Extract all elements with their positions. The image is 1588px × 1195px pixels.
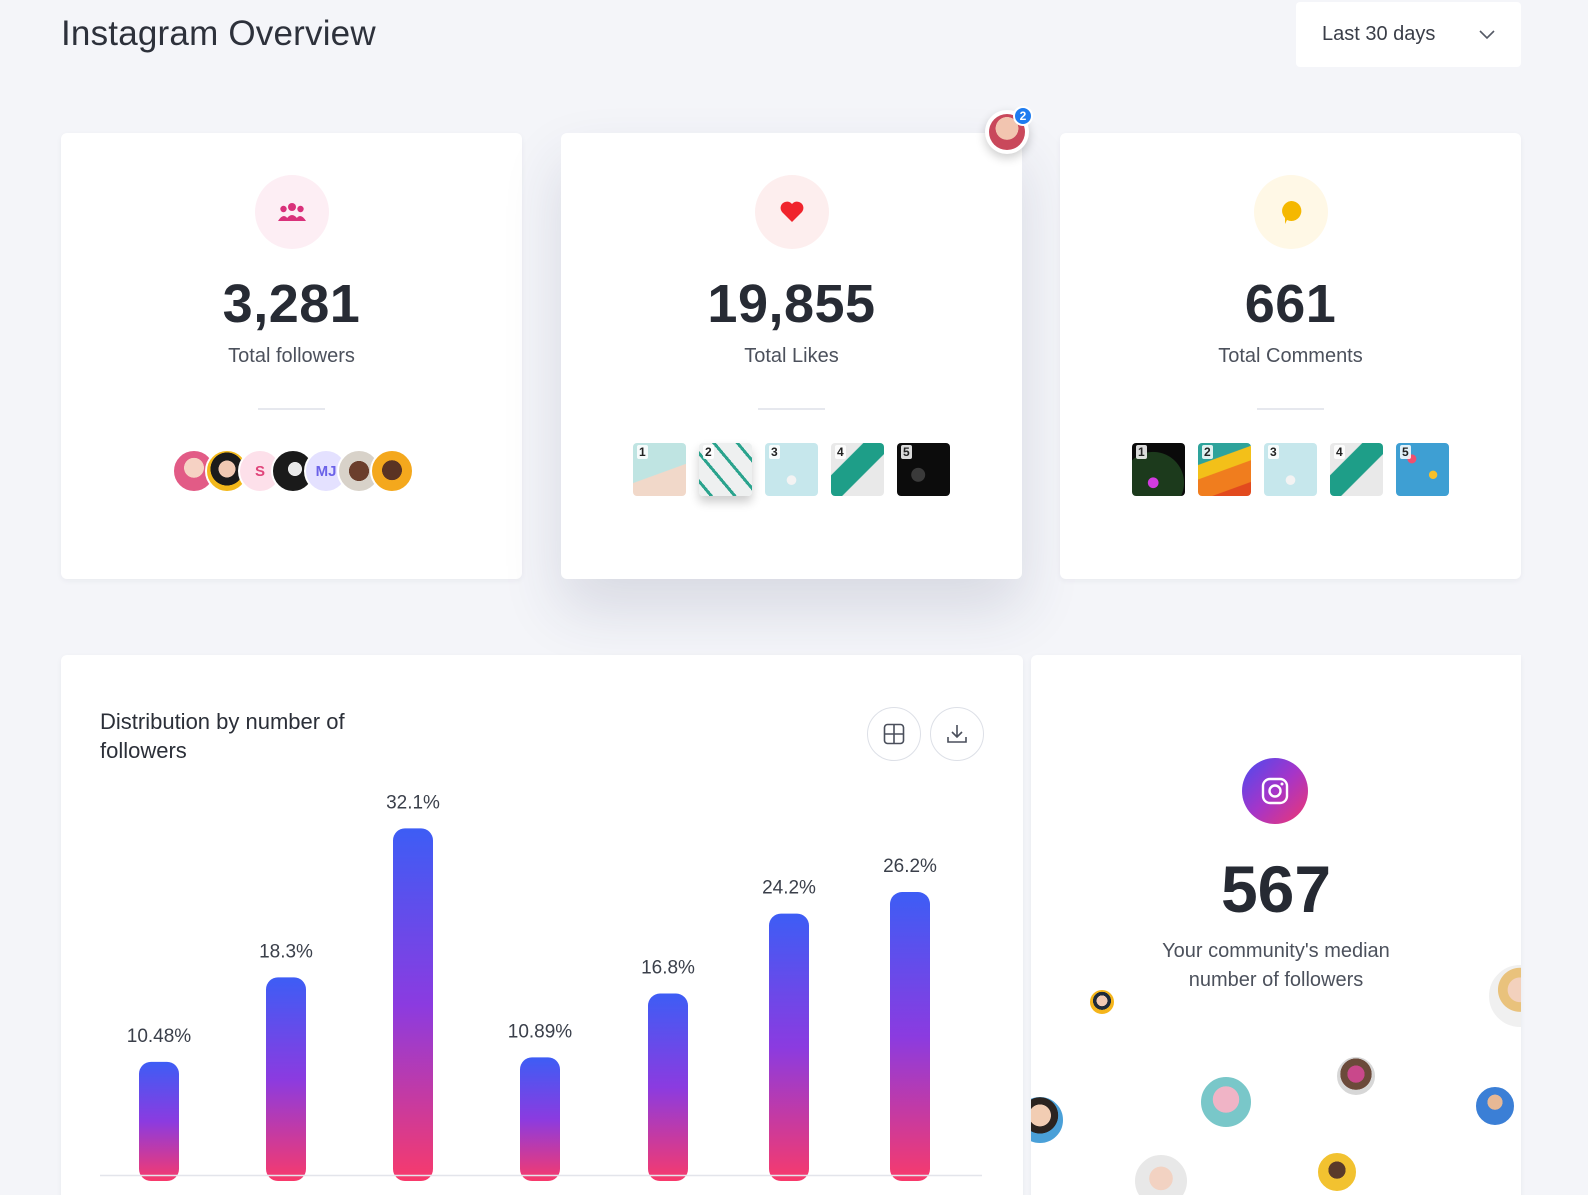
top-posts: 1 2 3 4 5 [1132, 443, 1452, 497]
bar[interactable] [266, 977, 306, 1181]
post-thumbnail[interactable]: 1 [633, 443, 686, 496]
avatar [1316, 1151, 1358, 1193]
divider [758, 408, 825, 410]
bar-value-label: 10.48% [127, 1026, 192, 1047]
chevron-down-icon [1479, 30, 1495, 40]
follower-avatars: S MJ [172, 449, 417, 493]
avatar [1474, 1085, 1516, 1127]
bar-value-label: 10.89% [508, 1021, 573, 1042]
avatar[interactable] [370, 449, 414, 493]
date-range-value: Last 30 days [1322, 23, 1436, 45]
top-posts: 1 2 3 4 5 [633, 443, 953, 497]
likes-card: 19,855 Total Likes 1 2 3 4 5 [561, 133, 1022, 579]
comments-value: 661 [1244, 274, 1337, 334]
bar[interactable] [890, 892, 930, 1181]
bar[interactable] [769, 913, 809, 1181]
download-button[interactable] [930, 707, 984, 761]
bar-value-label: 24.2% [762, 878, 816, 899]
bar-value-label: 32.1% [386, 792, 440, 813]
post-thumbnail[interactable]: 2 [699, 443, 752, 496]
distribution-chart: 10.48% 18.3% 32.1% 10.89% 16.8% 24.2% 26.2% [100, 792, 982, 1181]
avatar [1335, 1055, 1377, 1097]
median-label: Your community's median number of follow… [1162, 940, 1390, 991]
post-thumbnail[interactable]: 5 [1396, 443, 1449, 496]
notification-badge: 2 [1013, 106, 1033, 126]
post-thumbnail[interactable]: 1 [1132, 443, 1185, 496]
post-thumbnail[interactable]: 4 [831, 443, 884, 496]
likes-label: Total Likes [744, 345, 839, 367]
comments-card: 661 Total Comments 1 2 3 4 5 [1060, 133, 1521, 579]
comments-label: Total Comments [1218, 345, 1363, 367]
comment-bubble-icon [1254, 175, 1328, 249]
distribution-title: Distribution by number of followers [100, 709, 345, 763]
bar[interactable] [393, 828, 433, 1181]
likes-value: 19,855 [707, 274, 876, 334]
median-card: 567 Your community's median number of fo… [1031, 655, 1521, 1195]
divider [258, 408, 325, 410]
followers-value: 3,281 [222, 274, 361, 334]
table-view-button[interactable] [867, 707, 921, 761]
download-icon [947, 725, 967, 743]
post-thumbnail[interactable]: 5 [897, 443, 950, 496]
notification-avatar[interactable]: 2 [985, 106, 1033, 154]
bar-value-label: 16.8% [641, 958, 695, 979]
distribution-card: Distribution by number of followers 10.4… [61, 655, 1023, 1195]
post-thumbnail[interactable]: 3 [1264, 443, 1317, 496]
post-thumbnail[interactable]: 4 [1330, 443, 1383, 496]
bar[interactable] [520, 1057, 560, 1181]
avatar [1199, 1075, 1253, 1129]
divider [1257, 408, 1324, 410]
bar-value-label: 18.3% [259, 941, 313, 962]
bar[interactable] [648, 993, 688, 1181]
table-view-icon [883, 723, 905, 745]
avatar [1088, 988, 1116, 1016]
post-thumbnail[interactable]: 2 [1198, 443, 1251, 496]
median-value: 567 [1220, 852, 1332, 926]
heart-icon [755, 175, 829, 249]
avatar [1487, 963, 1521, 1029]
group-icon [255, 175, 329, 249]
page-title: Instagram Overview [61, 14, 376, 53]
followers-card: 3,281 Total followers S MJ [61, 133, 522, 579]
date-range-select[interactable]: Last 30 days [1296, 2, 1521, 67]
followers-label: Total followers [228, 345, 355, 367]
avatar [1031, 1095, 1065, 1145]
bar[interactable] [139, 1061, 179, 1181]
post-thumbnail[interactable]: 3 [765, 443, 818, 496]
instagram-icon [1242, 758, 1308, 824]
avatar [1133, 1153, 1189, 1195]
bar-value-label: 26.2% [883, 856, 937, 877]
